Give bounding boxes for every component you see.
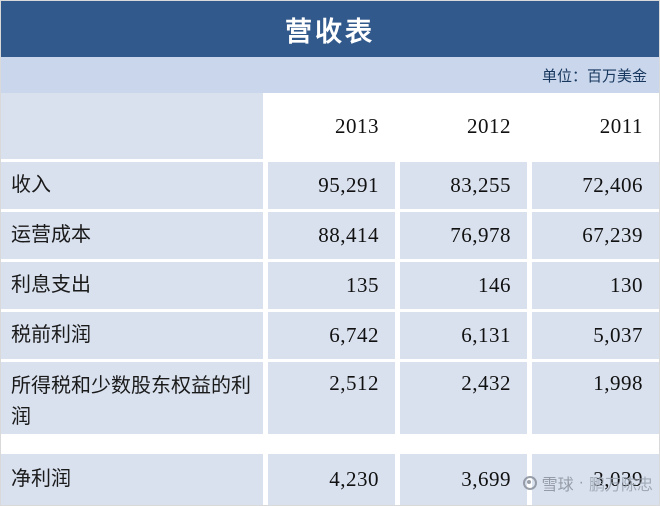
cell-net-profit-2011: 3,039 <box>532 454 659 505</box>
cell-tax-and-minority-2013: 2,512 <box>268 362 395 434</box>
cell-net-profit-2012: 3,699 <box>400 454 527 505</box>
spacer-cell <box>532 437 659 451</box>
column-header-2011: 2011 <box>532 93 659 159</box>
row-label-tax-and-minority: 所得税和少数股东权益的利润 <box>1 362 263 434</box>
spacer-cell <box>268 437 395 451</box>
spacer-cell <box>400 437 527 451</box>
row-label-pretax-profit: 税前利润 <box>1 312 263 359</box>
unit-strip: 单位：百万美金 <box>1 57 659 93</box>
cell-interest-expense-2013: 135 <box>268 262 395 309</box>
cell-revenue-2012: 83,255 <box>400 162 527 209</box>
table-title-bar: 营收表 <box>1 1 659 57</box>
cell-operating-cost-2011: 67,239 <box>532 212 659 259</box>
cell-pretax-profit-2011: 5,037 <box>532 312 659 359</box>
unit-label: 单位：百万美金 <box>541 67 647 85</box>
cell-net-profit-2013: 4,230 <box>268 454 395 505</box>
column-header-2012: 2012 <box>400 93 527 159</box>
revenue-table: 2013 2012 2011 收入 95,291 83,255 72,406 运… <box>1 93 659 505</box>
page-title: 营收表 <box>285 16 375 47</box>
row-label-net-profit: 净利润 <box>1 454 263 505</box>
spacer-cell <box>1 437 263 451</box>
cell-tax-and-minority-2011: 1,998 <box>532 362 659 434</box>
row-label-revenue: 收入 <box>1 162 263 209</box>
cell-pretax-profit-2013: 6,742 <box>268 312 395 359</box>
cell-operating-cost-2012: 76,978 <box>400 212 527 259</box>
cell-revenue-2013: 95,291 <box>268 162 395 209</box>
cell-operating-cost-2013: 88,414 <box>268 212 395 259</box>
cell-interest-expense-2012: 146 <box>400 262 527 309</box>
cell-revenue-2011: 72,406 <box>532 162 659 209</box>
cell-tax-and-minority-2012: 2,432 <box>400 362 527 434</box>
row-label-operating-cost: 运营成本 <box>1 212 263 259</box>
cell-pretax-profit-2012: 6,131 <box>400 312 527 359</box>
table-corner-cell <box>1 93 263 159</box>
row-label-interest-expense: 利息支出 <box>1 262 263 309</box>
cell-interest-expense-2011: 130 <box>532 262 659 309</box>
column-header-2013: 2013 <box>268 93 395 159</box>
